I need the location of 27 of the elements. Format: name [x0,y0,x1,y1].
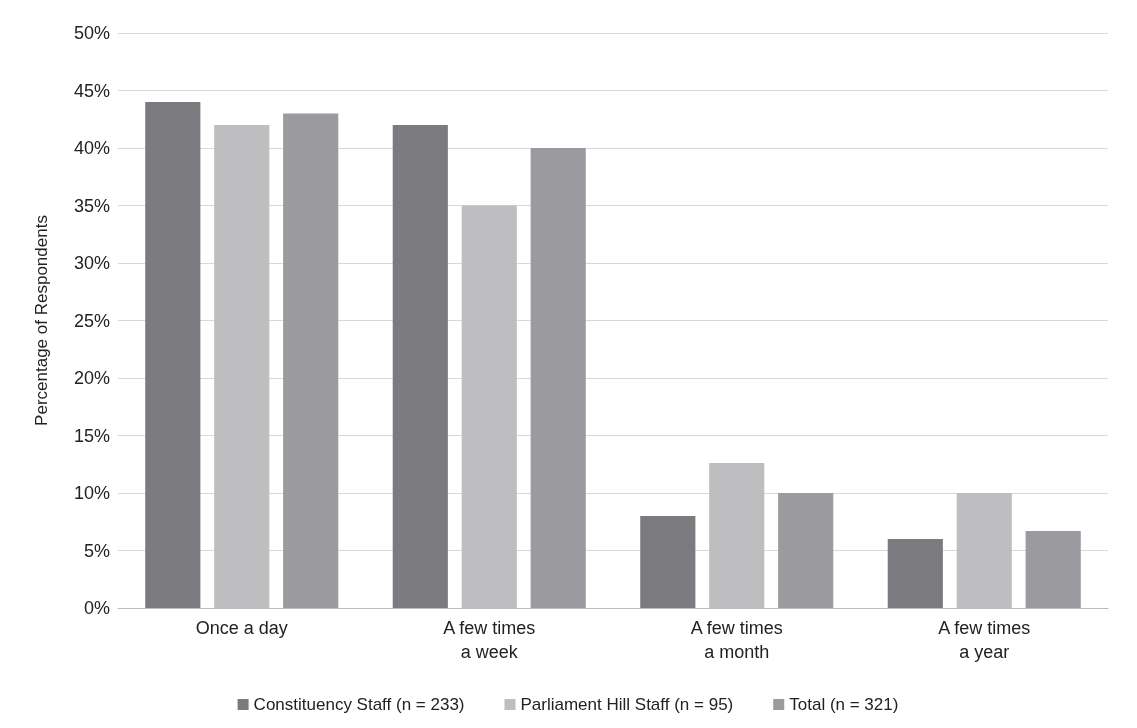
legend-label: Parliament Hill Staff (n = 95) [520,695,734,714]
bar [530,148,586,608]
y-tick-label: 45% [73,80,110,101]
bar [1025,530,1081,608]
bar [392,125,448,608]
bar [887,539,943,608]
x-tick-label: A few times a year [938,618,1031,662]
y-tick-label: 50% [73,23,110,43]
y-tick-label: 25% [73,310,110,331]
x-tick-label: A few times a month [690,618,783,662]
x-tick-label: A few times a week [443,618,536,662]
y-tick-label: 20% [73,368,110,388]
y-tick-label: 35% [73,195,110,216]
y-tick-label: 5% [83,540,110,561]
bar [283,113,339,608]
bar [145,102,201,608]
legend-label: Total (n = 321) [789,695,899,714]
bar [640,516,696,608]
legend-label: Constituency Staff (n = 233) [253,695,465,714]
x-tick-label: Once a day [195,618,288,638]
y-tick-label: 15% [73,425,110,446]
y-axis-title: Percentage of Respondents [32,215,51,426]
y-tick-label: 10% [73,483,110,503]
bar [778,493,834,608]
y-tick-label: 0% [83,598,110,618]
y-tick-label: 40% [73,138,110,158]
y-tick-label: 30% [73,253,110,273]
